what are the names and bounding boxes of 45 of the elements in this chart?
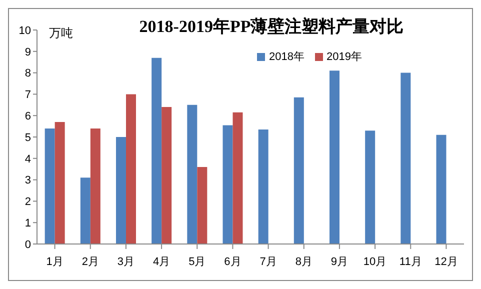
x-tick-label: 1月 — [46, 256, 64, 268]
y-axis-title: 万吨 — [49, 25, 73, 42]
bar — [54, 122, 65, 244]
bar — [187, 104, 198, 244]
bar — [436, 134, 446, 244]
y-tick-label: 9 — [24, 46, 31, 58]
x-tick-label: 2月 — [82, 256, 99, 268]
y-tick-label: 1 — [24, 218, 31, 230]
x-tick-label: 5月 — [188, 256, 206, 268]
bar — [116, 137, 126, 244]
bar — [162, 107, 172, 244]
legend-label: 2019年 — [326, 51, 362, 63]
chart-title: 2018-2019年PP薄壁注塑料产量对比 — [139, 17, 404, 36]
y-tick-label: 10 — [18, 24, 31, 37]
bar — [365, 130, 376, 244]
x-tick-label: 8月 — [295, 256, 312, 268]
bar — [80, 178, 90, 244]
bar — [152, 58, 162, 244]
x-tick-label: 4月 — [152, 256, 170, 268]
x-tick-label: 10月 — [363, 256, 387, 268]
bar — [197, 166, 208, 244]
bar — [126, 94, 136, 244]
y-tick-label: 4 — [24, 153, 31, 166]
bar — [232, 112, 243, 244]
y-tick-label: 3 — [24, 174, 31, 187]
bar — [222, 125, 233, 244]
x-tick-label: 11月 — [399, 256, 422, 268]
x-tick-label: 6月 — [224, 256, 242, 268]
y-tick-label: 6 — [24, 110, 31, 123]
y-tick-label: 5 — [24, 132, 31, 144]
bar — [258, 130, 268, 244]
y-tick-label: 0 — [24, 238, 31, 251]
bar — [44, 128, 55, 244]
bar — [400, 72, 411, 244]
x-tick-label: 3月 — [117, 256, 135, 268]
x-tick-label: 9月 — [330, 256, 348, 268]
x-tick-label: 7月 — [260, 256, 277, 268]
y-tick-label: 2 — [24, 196, 31, 208]
bar — [90, 128, 100, 244]
y-tick-label: 7 — [24, 89, 31, 102]
y-tick-label: 8 — [24, 68, 31, 80]
bar — [329, 70, 340, 244]
bar — [294, 97, 304, 244]
legend-label: 2018年 — [269, 51, 305, 63]
x-tick-label: 12月 — [434, 256, 458, 268]
